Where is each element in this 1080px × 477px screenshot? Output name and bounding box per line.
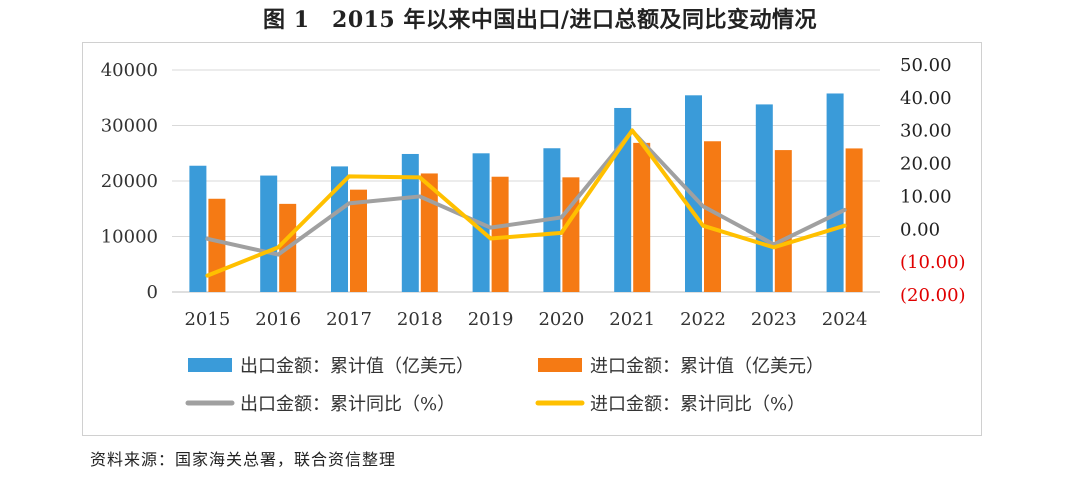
right-axis-tick-label: (20.00) [900, 285, 966, 306]
x-axis-tick-label: 2018 [397, 309, 443, 330]
export-yoy-line [205, 129, 847, 257]
left-axis-tick-label: 10000 [101, 227, 158, 248]
import-yoy-line [205, 128, 847, 278]
export-value-bar [189, 165, 207, 292]
import-value-bar [491, 176, 509, 292]
export-value-bar [826, 93, 844, 292]
chart-frame [82, 42, 982, 436]
right-axis-tick-label: (10.00) [900, 252, 966, 273]
x-axis-tick-label: 2022 [680, 309, 726, 330]
import-value-bar [704, 141, 721, 292]
export-value-bar [755, 104, 773, 292]
x-axis-tick-label: 2015 [184, 309, 230, 330]
x-axis-tick-label: 2021 [609, 309, 655, 330]
chart-title: 图 1 2015 年以来中国出口/进口总额及同比变动情况 [263, 7, 817, 33]
legend-swatch-import-value [538, 358, 582, 372]
export-value-bar [401, 153, 419, 292]
import-value-bar [350, 189, 367, 292]
right-axis-tick-label: 40.00 [900, 88, 952, 109]
right-axis-tick-label: 30.00 [900, 121, 952, 142]
export-value-bar [614, 107, 632, 292]
x-axis-tick-label: 2020 [538, 309, 584, 330]
x-axis-tick-label: 2017 [326, 309, 372, 330]
x-axis-tick-label: 2024 [822, 309, 868, 330]
x-axis-tick-label: 2019 [468, 309, 514, 330]
left-axis-tick-label: 40000 [101, 60, 158, 81]
right-axis-tick-label: 50.00 [900, 55, 952, 76]
import-value-bar [633, 142, 651, 292]
legend-label: 进口金额：累计同比（%） [590, 394, 805, 415]
import-value-bar [208, 198, 226, 292]
source-note: 资料来源：国家海关总署，联合资信整理 [90, 450, 397, 469]
left-axis-tick-label: 20000 [101, 171, 158, 192]
right-axis-tick-label: 10.00 [900, 186, 952, 207]
x-axis-tick-label: 2023 [751, 309, 797, 330]
export-value-bar [260, 175, 278, 292]
import-value-bar [774, 150, 792, 292]
x-axis-tick-label: 2016 [255, 309, 301, 330]
left-axis-tick-label: 30000 [101, 116, 158, 137]
import-value-bar [845, 148, 863, 292]
right-axis-tick-label: 0.00 [900, 219, 940, 240]
left-axis-tick-label: 0 [147, 282, 158, 303]
legend-label: 进口金额：累计值（亿美元） [590, 356, 824, 377]
legend-label: 出口金额：累计同比（%） [240, 394, 455, 415]
export-value-bar [331, 166, 348, 292]
legend-swatch-export-value [188, 358, 232, 372]
right-axis-tick-label: 20.00 [900, 154, 952, 175]
legend-label: 出口金额：累计值（亿美元） [240, 356, 474, 377]
import-value-bar [562, 177, 580, 292]
